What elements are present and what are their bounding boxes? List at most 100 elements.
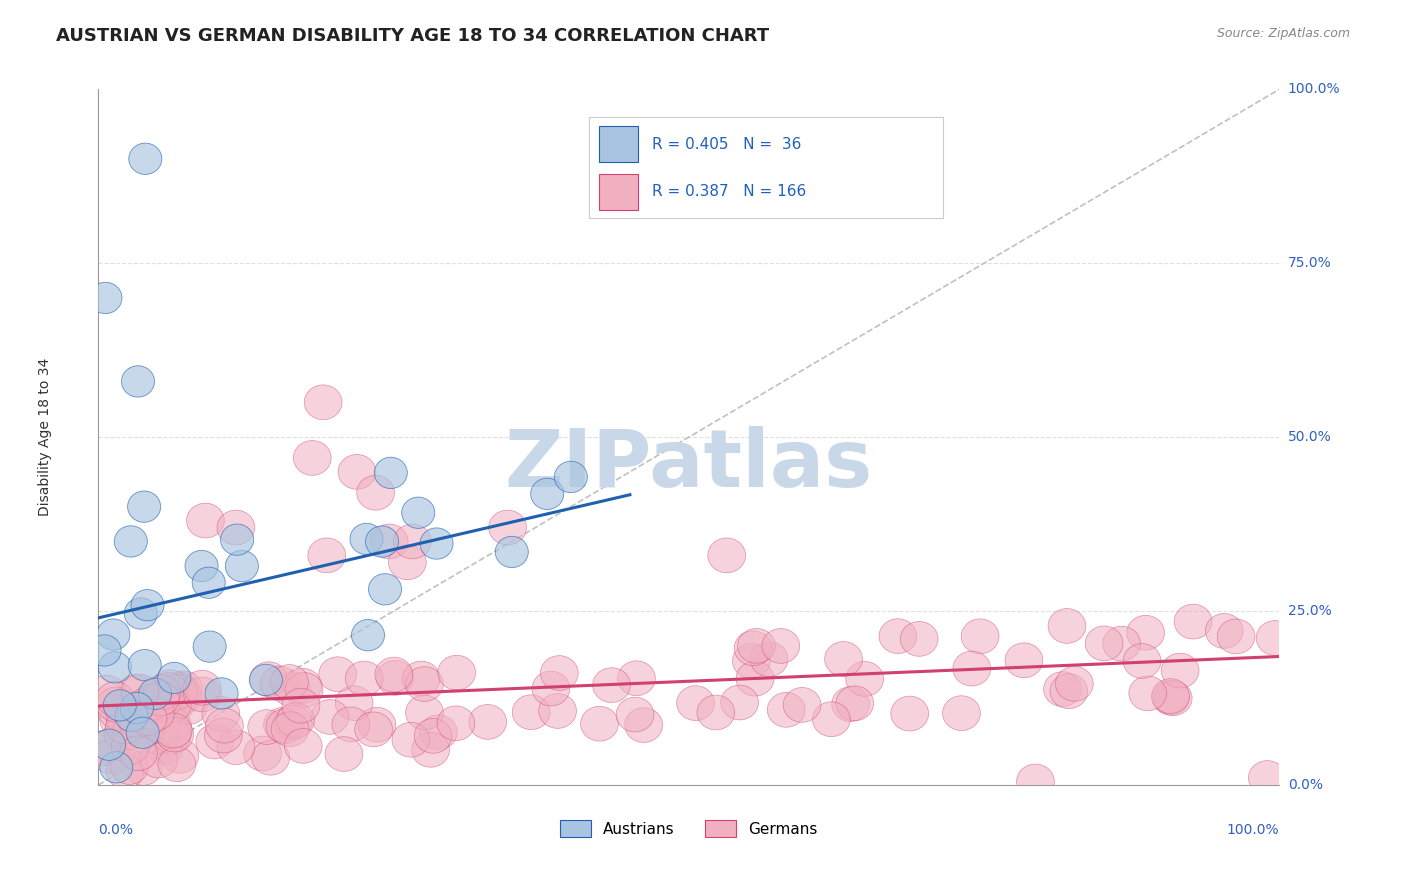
Ellipse shape xyxy=(308,538,346,573)
Ellipse shape xyxy=(900,622,938,657)
Ellipse shape xyxy=(273,672,311,706)
Ellipse shape xyxy=(420,528,453,559)
Ellipse shape xyxy=(832,687,869,722)
Ellipse shape xyxy=(768,692,806,727)
Text: 100.0%: 100.0% xyxy=(1227,823,1279,838)
Ellipse shape xyxy=(489,510,526,545)
Ellipse shape xyxy=(468,705,506,739)
Ellipse shape xyxy=(734,631,772,665)
Ellipse shape xyxy=(352,620,384,651)
Ellipse shape xyxy=(98,694,136,729)
Ellipse shape xyxy=(1005,643,1043,678)
Ellipse shape xyxy=(738,629,775,664)
Ellipse shape xyxy=(141,720,177,755)
Ellipse shape xyxy=(962,619,1000,654)
Ellipse shape xyxy=(121,674,159,709)
Ellipse shape xyxy=(394,524,432,558)
Ellipse shape xyxy=(103,690,136,721)
Ellipse shape xyxy=(155,714,191,749)
Ellipse shape xyxy=(107,754,143,789)
Ellipse shape xyxy=(195,724,233,759)
Ellipse shape xyxy=(127,717,159,748)
Ellipse shape xyxy=(374,458,408,489)
Ellipse shape xyxy=(354,712,392,747)
Ellipse shape xyxy=(121,692,153,723)
Ellipse shape xyxy=(124,750,162,785)
Ellipse shape xyxy=(783,688,821,723)
Ellipse shape xyxy=(118,703,156,738)
Ellipse shape xyxy=(593,668,630,703)
Ellipse shape xyxy=(285,673,323,707)
Ellipse shape xyxy=(1152,679,1189,714)
Ellipse shape xyxy=(495,536,529,567)
Ellipse shape xyxy=(1047,608,1085,643)
Ellipse shape xyxy=(105,709,143,744)
Text: 100.0%: 100.0% xyxy=(1288,82,1340,96)
Ellipse shape xyxy=(891,696,928,731)
Ellipse shape xyxy=(1017,764,1054,799)
Ellipse shape xyxy=(284,668,322,703)
Ellipse shape xyxy=(115,700,148,731)
Ellipse shape xyxy=(153,676,191,711)
Ellipse shape xyxy=(136,697,174,731)
Ellipse shape xyxy=(1129,676,1167,711)
Ellipse shape xyxy=(243,736,281,771)
Ellipse shape xyxy=(129,143,162,175)
Ellipse shape xyxy=(202,697,240,731)
Ellipse shape xyxy=(953,651,991,686)
Ellipse shape xyxy=(707,538,745,573)
Legend: Austrians, Germans: Austrians, Germans xyxy=(554,814,824,844)
Ellipse shape xyxy=(624,707,662,742)
Ellipse shape xyxy=(157,662,191,694)
Ellipse shape xyxy=(105,697,143,731)
Ellipse shape xyxy=(617,661,655,696)
Ellipse shape xyxy=(270,665,308,699)
Ellipse shape xyxy=(1126,615,1164,650)
Ellipse shape xyxy=(157,686,195,721)
Text: AUSTRIAN VS GERMAN DISABILITY AGE 18 TO 34 CORRELATION CHART: AUSTRIAN VS GERMAN DISABILITY AGE 18 TO … xyxy=(56,27,769,45)
Ellipse shape xyxy=(260,666,298,701)
Ellipse shape xyxy=(392,723,430,757)
Ellipse shape xyxy=(169,690,207,724)
Ellipse shape xyxy=(721,685,758,720)
Ellipse shape xyxy=(1161,653,1199,688)
Ellipse shape xyxy=(1043,672,1081,706)
Ellipse shape xyxy=(100,702,138,737)
Ellipse shape xyxy=(93,739,131,774)
Ellipse shape xyxy=(217,510,254,545)
Ellipse shape xyxy=(284,729,322,764)
Ellipse shape xyxy=(581,706,619,741)
Ellipse shape xyxy=(1123,644,1161,679)
Ellipse shape xyxy=(737,661,773,696)
Ellipse shape xyxy=(129,694,167,729)
Text: 25.0%: 25.0% xyxy=(1288,604,1331,618)
Ellipse shape xyxy=(751,641,787,676)
Ellipse shape xyxy=(127,712,165,747)
Ellipse shape xyxy=(142,681,179,716)
Ellipse shape xyxy=(111,749,148,784)
Ellipse shape xyxy=(146,730,183,764)
Ellipse shape xyxy=(697,695,735,730)
Ellipse shape xyxy=(538,694,576,729)
Ellipse shape xyxy=(1050,673,1088,708)
Ellipse shape xyxy=(368,574,402,605)
Ellipse shape xyxy=(142,718,180,753)
Ellipse shape xyxy=(96,681,134,716)
Text: 0.0%: 0.0% xyxy=(98,823,134,838)
Ellipse shape xyxy=(107,698,145,732)
Ellipse shape xyxy=(762,629,800,664)
Ellipse shape xyxy=(357,475,395,510)
Ellipse shape xyxy=(1152,681,1189,715)
Ellipse shape xyxy=(879,619,917,654)
Ellipse shape xyxy=(1056,666,1094,701)
Ellipse shape xyxy=(1218,619,1256,654)
Ellipse shape xyxy=(274,705,312,739)
Ellipse shape xyxy=(616,698,654,732)
Ellipse shape xyxy=(512,695,550,730)
Ellipse shape xyxy=(1249,761,1286,796)
Ellipse shape xyxy=(204,718,242,753)
Ellipse shape xyxy=(370,524,408,558)
Text: 50.0%: 50.0% xyxy=(1288,430,1331,444)
Ellipse shape xyxy=(205,708,243,743)
Ellipse shape xyxy=(186,550,218,582)
